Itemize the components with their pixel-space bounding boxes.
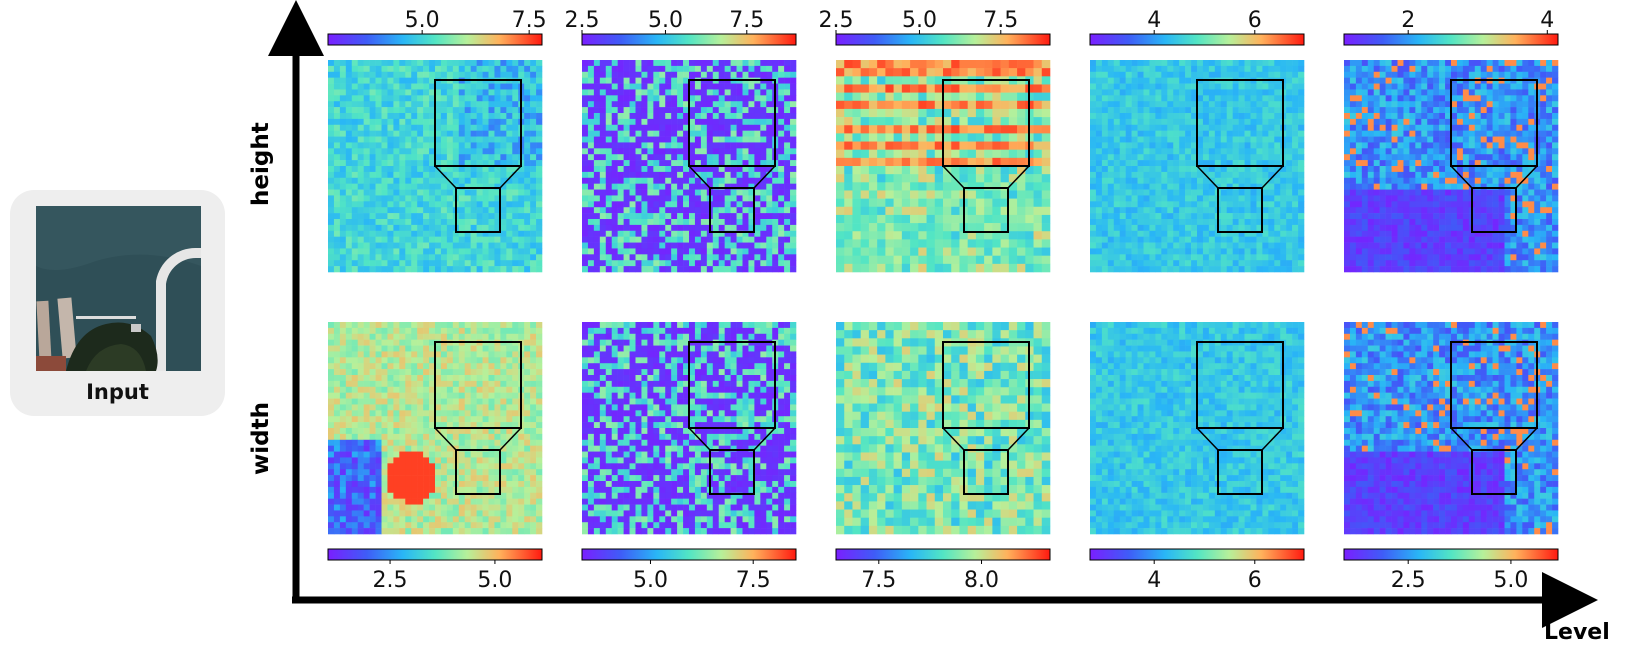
zoom-connector-line: [942, 427, 965, 451]
colorbar-tick-label: 5.0: [1493, 568, 1528, 593]
panel-height-level-1: 5.0 7.5: [327, 8, 547, 273]
colorbar-tick-label: 2.5: [1391, 568, 1426, 593]
x-axis-label: Level: [1544, 620, 1610, 645]
row-label-width: width: [248, 402, 274, 475]
colorbar-tick-label: 2.5: [819, 8, 854, 33]
zoom-source-box: [709, 449, 755, 495]
heatmap-height-level-2: [582, 60, 797, 273]
colorbar: [835, 33, 1051, 46]
input-label: Input: [86, 380, 149, 404]
heatmap-width-level-4: [1090, 322, 1305, 535]
colorbar-tick-label: 2.5: [373, 568, 408, 593]
zoom-connector-line: [942, 165, 965, 189]
zoom-connector-line: [1196, 427, 1219, 451]
zoom-connector-line: [753, 165, 776, 189]
colorbar-tick-label: 4: [1147, 8, 1161, 33]
row-label-height: height: [248, 122, 274, 206]
panel-width-level-1: 2.5 5.0: [327, 322, 543, 593]
zoom-source-box: [1217, 187, 1263, 233]
panel-width-level-2: 5.0 7.5: [581, 322, 797, 593]
input-card: Input: [10, 190, 225, 416]
heatmap-height-level-1: [328, 60, 543, 273]
panel-width-level-5: 2.5 5.0: [1343, 322, 1559, 593]
colorbar: [327, 33, 543, 46]
zoom-connector-line: [1007, 427, 1030, 451]
colorbar: [581, 33, 797, 46]
zoom-connector-line: [1007, 165, 1030, 189]
colorbar-tick-label: 7.5: [512, 8, 547, 33]
colorbar: [1089, 33, 1305, 46]
colorbar-tick-label: 7.5: [729, 8, 764, 33]
zoom-connector-line: [434, 427, 457, 451]
panel-width-level-3: 7.5 8.0: [835, 322, 1051, 593]
zoom-source-box: [1217, 449, 1263, 495]
zoom-inset-box: [688, 341, 776, 429]
zoom-inset-box: [942, 341, 1030, 429]
colorbar-tick-label: 5.0: [477, 568, 512, 593]
colorbar: [581, 548, 797, 561]
colorbar-tick-label: 6: [1248, 8, 1262, 33]
zoom-inset-box: [1450, 79, 1538, 167]
zoom-inset-box: [1196, 341, 1284, 429]
zoom-source-box: [709, 187, 755, 233]
colorbar-tick-label: 2: [1401, 8, 1415, 33]
zoom-connector-line: [499, 427, 522, 451]
colorbar: [835, 548, 1051, 561]
zoom-source-box: [963, 449, 1009, 495]
zoom-connector-line: [434, 165, 457, 189]
heatmap-grid: 5.0 7.5 2.5 5.0 7.5 2.5 5.0 7.5 4 6 2 42.5 5.0 5.0 7.5…: [327, 8, 1559, 593]
colorbar-tick-label: 7.5: [983, 8, 1018, 33]
colorbar-tick-label: 5.0: [405, 8, 440, 33]
panel-height-level-2: 2.5 5.0 7.5: [565, 8, 797, 273]
zoom-inset-box: [434, 341, 522, 429]
zoom-source-box: [963, 187, 1009, 233]
zoom-connector-line: [1196, 165, 1219, 189]
zoom-connector-line: [1515, 427, 1538, 451]
colorbar-tick-label: 5.0: [902, 8, 937, 33]
zoom-inset-box: [1196, 79, 1284, 167]
zoom-inset-box: [688, 79, 776, 167]
colorbar: [1343, 548, 1559, 561]
colorbar: [1343, 33, 1559, 46]
colorbar-tick-label: 5.0: [648, 8, 683, 33]
colorbar-tick-label: 4: [1147, 568, 1161, 593]
zoom-connector-line: [1450, 165, 1473, 189]
zoom-connector-line: [1261, 427, 1284, 451]
colorbar-tick-label: 2.5: [565, 8, 600, 33]
zoom-connector-line: [1515, 165, 1538, 189]
zoom-connector-line: [688, 165, 711, 189]
colorbar-tick-label: 7.5: [861, 568, 896, 593]
heatmap-height-level-3: [836, 60, 1051, 273]
colorbar-tick-label: 6: [1248, 568, 1262, 593]
colorbar: [1089, 548, 1305, 561]
colorbar-tick-label: 4: [1540, 8, 1554, 33]
zoom-inset-box: [434, 79, 522, 167]
colorbar-tick-label: 7.5: [736, 568, 771, 593]
zoom-source-box: [1471, 449, 1517, 495]
zoom-inset-box: [942, 79, 1030, 167]
zoom-connector-line: [753, 427, 776, 451]
input-satellite-image: [36, 206, 201, 371]
zoom-connector-line: [499, 165, 522, 189]
colorbar: [327, 548, 543, 561]
zoom-connector-line: [688, 427, 711, 451]
colorbar-tick-label: 5.0: [633, 568, 668, 593]
zoom-source-box: [1471, 187, 1517, 233]
heatmap-width-level-3: [836, 322, 1051, 535]
colorbar-tick-label: 8.0: [964, 568, 999, 593]
zoom-inset-box: [1450, 341, 1538, 429]
panel-height-level-3: 2.5 5.0 7.5: [819, 8, 1051, 273]
zoom-connector-line: [1261, 165, 1284, 189]
zoom-source-box: [455, 187, 501, 233]
heatmap-width-level-2: [582, 322, 797, 535]
zoom-connector-line: [1450, 427, 1473, 451]
zoom-source-box: [455, 449, 501, 495]
